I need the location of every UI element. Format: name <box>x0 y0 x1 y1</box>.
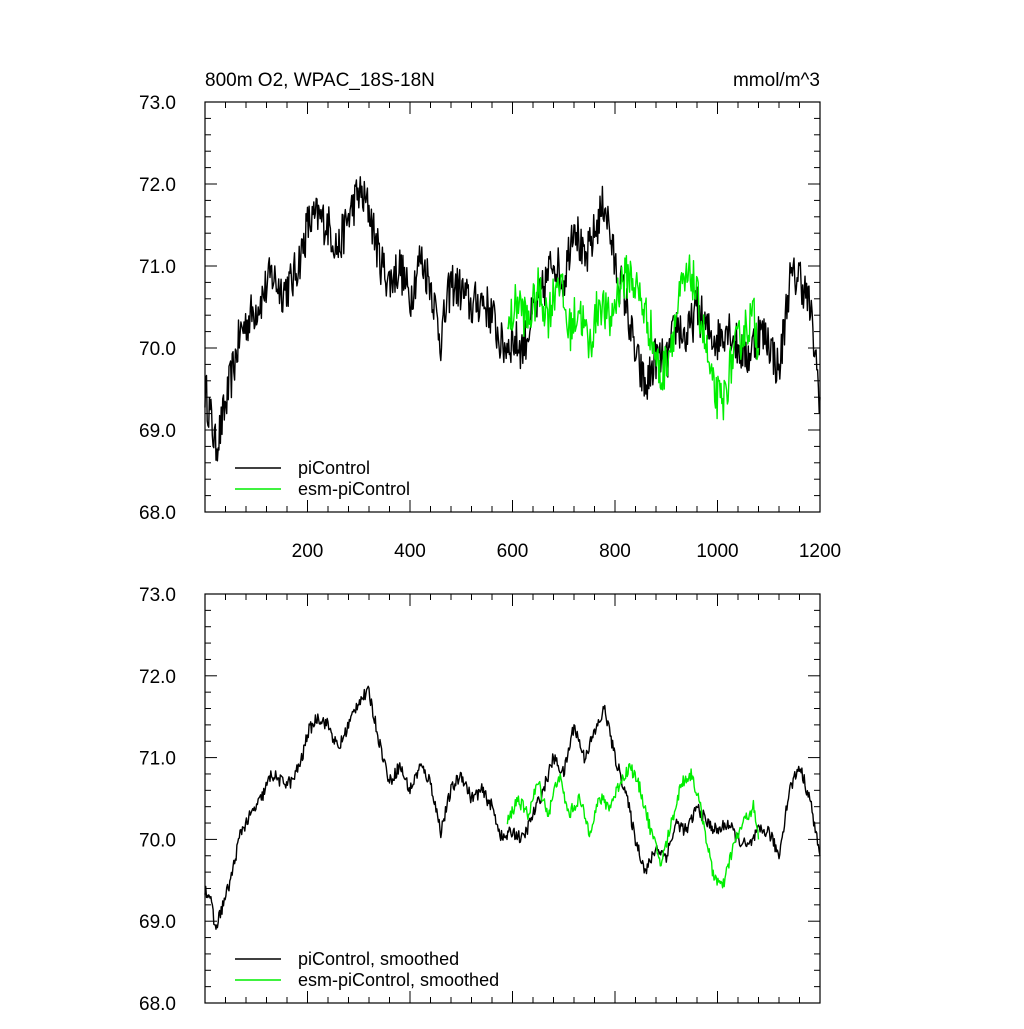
y-tick-label: 68.0 <box>139 503 176 524</box>
series-line-picontrol <box>204 685 821 930</box>
y-tick-label: 68.0 <box>139 994 176 1015</box>
y-tick-label: 70.0 <box>139 830 176 851</box>
y-tick-label: 71.0 <box>139 749 176 770</box>
y-tick-label: 72.0 <box>139 667 176 688</box>
plot-frame <box>204 101 821 513</box>
legend-label: piControl, smoothed <box>298 949 459 969</box>
legend-label: piControl <box>298 458 370 478</box>
x-tick-label: 200 <box>292 541 324 562</box>
plot-frame <box>204 593 821 1004</box>
y-tick-label: 69.0 <box>139 421 176 442</box>
chart-title: 800m O2, WPAC_18S-18N <box>205 70 435 91</box>
y-tick-label: 73.0 <box>139 93 176 114</box>
x-tick-label: 1200 <box>799 541 841 562</box>
y-tick-label: 69.0 <box>139 912 176 933</box>
y-tick-label: 71.0 <box>139 257 176 278</box>
x-tick-label: 600 <box>497 541 529 562</box>
series-line-esm-picontrol <box>506 763 760 889</box>
top-panel: 800m O2, WPAC_18S-18N mmol/m^3 68.0 69.0 7… <box>139 70 841 562</box>
legend-label: esm-piControl, smoothed <box>298 970 499 990</box>
bottom-panel: 68.0 69.0 70.0 71.0 72.0 73.0 piControl, smoot… <box>139 585 821 1015</box>
x-tick-label: 400 <box>394 541 426 562</box>
x-tick-label: 1000 <box>696 541 738 562</box>
legend-label: esm-piControl <box>298 479 410 499</box>
y-tick-label: 73.0 <box>139 585 176 606</box>
series-line-esm-picontrol <box>506 254 760 421</box>
y-tick-label: 72.0 <box>139 175 176 196</box>
unit-label: mmol/m^3 <box>733 70 820 91</box>
x-tick-label: 800 <box>599 541 631 562</box>
y-tick-label: 70.0 <box>139 339 176 360</box>
